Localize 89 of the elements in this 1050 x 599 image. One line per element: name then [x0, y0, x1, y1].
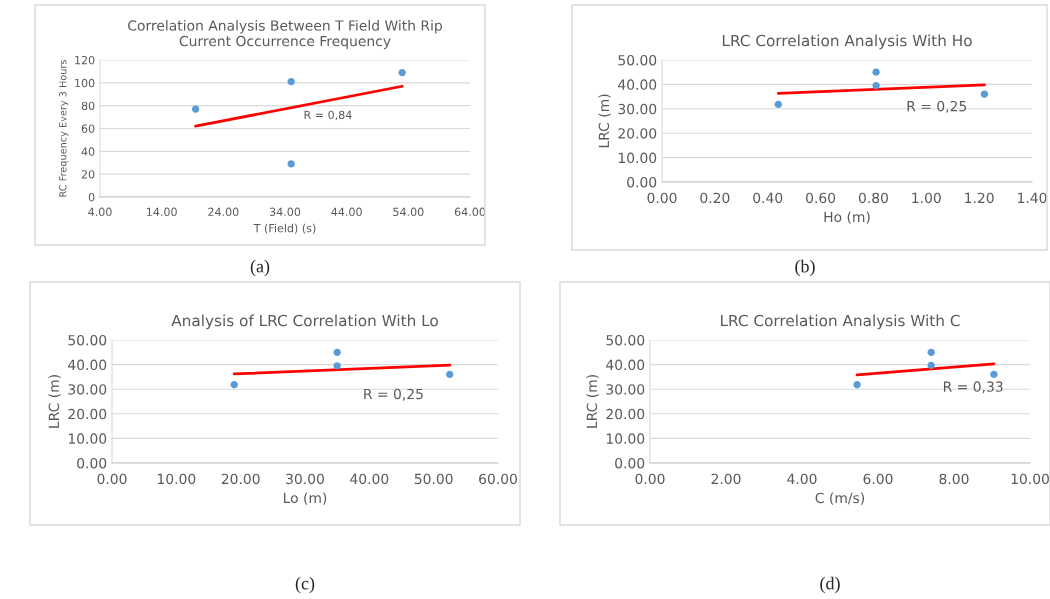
x-tick-label: 20.00	[221, 473, 260, 485]
y-axis-title: LRC (m)	[48, 375, 61, 428]
y-tick-label: 40.00	[618, 79, 657, 90]
x-tick-label: 4.00	[787, 473, 817, 485]
y-tick-label: 30.00	[68, 384, 107, 395]
x-tick-label: 54.00	[393, 207, 424, 217]
chart-title: LRC Correlation Analysis With Ho	[722, 34, 972, 50]
y-tick-label: 50.00	[68, 334, 107, 346]
x-tick-label: 2.00	[711, 473, 741, 485]
y-tick-label: 40.00	[606, 359, 645, 371]
x-tick-label: 0.00	[647, 192, 677, 204]
point	[927, 361, 935, 370]
x-tick-label: 0.20	[700, 192, 730, 204]
text: (b)	[795, 259, 815, 277]
y-tick-label: 80	[81, 101, 95, 111]
text: (d)	[820, 576, 840, 594]
y-tick-label: 10.00	[606, 433, 645, 444]
y-tick-label: 100	[75, 78, 95, 88]
x-tick-label: 50.00	[414, 473, 453, 485]
y-tick-label: 0.00	[615, 457, 645, 469]
y-tick-label: 0.00	[627, 176, 657, 188]
x-axis-title: C (m/s)	[815, 492, 864, 505]
x-tick-label: 30.00	[286, 473, 324, 485]
y-tick-label: 30.00	[618, 103, 657, 115]
x-tick-label: 1.00	[912, 192, 941, 204]
x-tick-label: 4.00	[88, 207, 112, 217]
x-tick-label: 1.40	[1018, 192, 1047, 204]
point	[287, 160, 295, 168]
annotation: R = 0,25	[364, 388, 423, 401]
x-tick-label: 0.00	[97, 473, 127, 485]
y-tick-label: 20	[81, 170, 95, 179]
point	[287, 78, 295, 86]
x-tick-label: 0.00	[635, 473, 665, 485]
y-tick-label: 120	[75, 55, 95, 65]
y-tick-label: 30.00	[606, 384, 645, 395]
chart-title: LRC Correlation Analysis With C	[721, 314, 960, 330]
text: (c)	[295, 576, 315, 594]
y-tick-label: 50.00	[618, 54, 657, 66]
x-axis-title: Ho (m)	[824, 211, 870, 224]
y-axis-title: LRC (m)	[598, 94, 611, 148]
x-tick-label: 34.00	[269, 207, 301, 217]
point	[872, 68, 880, 76]
point	[853, 381, 861, 389]
y-tick-label: 40	[81, 147, 95, 156]
point	[230, 381, 238, 389]
x-tick-label: 64.00	[454, 207, 486, 217]
x-tick-label: 8.00	[939, 473, 969, 485]
point	[191, 105, 200, 113]
point	[927, 348, 935, 356]
x-axis-title: T (Field) (s)	[253, 223, 316, 234]
x-axis-title: Lo (m)	[283, 492, 327, 505]
y-tick-label: 0	[88, 192, 95, 202]
x-tick-label: 1.20	[965, 192, 994, 204]
annotation: R = 0,84	[304, 110, 352, 121]
point	[990, 370, 998, 379]
text: (a)	[250, 259, 270, 277]
x-tick-label: 24.00	[208, 207, 239, 217]
point	[446, 370, 454, 379]
point	[872, 81, 880, 90]
chart-title: Correlation Analysis Between T Field With Rip Current Occurrence Frequency	[128, 20, 442, 49]
y-tick-label: 10.00	[68, 433, 107, 444]
y-tick-label: 0.00	[77, 457, 107, 469]
y-tick-label: 20.00	[618, 128, 657, 139]
annotation: R = 0,25	[907, 100, 967, 113]
y-tick-label: 60	[81, 124, 95, 133]
y-tick-label: 20.00	[606, 408, 645, 420]
y-tick-label: 50.00	[606, 334, 645, 346]
x-tick-label: 44.00	[331, 207, 362, 217]
point	[980, 90, 989, 98]
point	[774, 100, 782, 109]
x-tick-label: 10.00	[1011, 473, 1049, 485]
y-tick-label: 20.00	[68, 408, 107, 420]
x-tick-label: 40.00	[350, 473, 389, 485]
y-axis-title: LRC (m)	[586, 375, 599, 428]
chart-title: Analysis of LRC Correlation With Lo	[171, 314, 438, 330]
x-tick-label: 0.60	[806, 192, 836, 204]
point	[333, 362, 341, 370]
y-tick-label: 10.00	[618, 152, 657, 164]
x-tick-label: 0.40	[753, 192, 783, 204]
y-axis-title: RC Frequency Every 3 Hours	[59, 60, 69, 197]
y-tick-label: 40.00	[68, 359, 107, 371]
x-tick-label: 14.00	[146, 207, 177, 217]
point	[398, 68, 406, 77]
x-tick-label: 0.80	[858, 192, 888, 204]
point	[333, 348, 341, 356]
x-tick-label: 10.00	[157, 473, 196, 485]
x-tick-label: 60.00	[479, 473, 517, 485]
x-tick-label: 6.00	[863, 473, 893, 485]
annotation: R = 0,33	[943, 381, 1003, 394]
